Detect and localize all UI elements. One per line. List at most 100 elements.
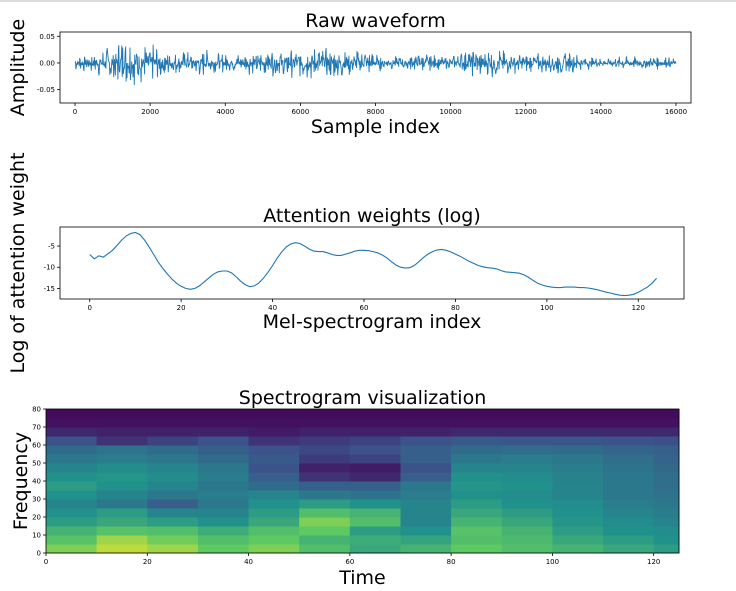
heatmap-cell xyxy=(248,427,300,437)
heatmap-cell xyxy=(653,409,680,419)
axes-frame xyxy=(59,31,692,104)
heatmap-cell xyxy=(603,463,655,473)
heatmap-cell xyxy=(400,481,452,491)
heatmap-cell xyxy=(552,526,604,536)
heatmap-cell xyxy=(96,526,148,536)
heatmap-cell xyxy=(451,472,503,482)
heatmap-cell xyxy=(400,544,452,554)
heatmap-cell xyxy=(197,499,249,509)
heatmap-cell xyxy=(501,544,553,554)
heatmap-cell xyxy=(197,472,249,482)
y-tick-label: 10 xyxy=(32,532,41,540)
heatmap-cell xyxy=(603,517,655,527)
heatmap-cell xyxy=(349,535,401,545)
heatmap-cell xyxy=(603,544,655,554)
y-tick-label: 0.00 xyxy=(39,59,55,67)
x-tick-label: 10000 xyxy=(439,108,461,116)
heatmap-cell xyxy=(501,409,553,419)
heatmap-cell xyxy=(400,508,452,518)
heatmap-cell xyxy=(349,445,401,455)
heatmap-cell xyxy=(197,508,249,518)
heatmap-cell xyxy=(552,436,604,446)
heatmap-cell xyxy=(46,499,98,509)
heatmap-cell xyxy=(400,535,452,545)
heatmap-cell xyxy=(248,490,300,500)
heatmap-cell xyxy=(197,535,249,545)
heatmap-cell xyxy=(552,481,604,491)
heatmap-cell xyxy=(248,463,300,473)
heatmap-cell xyxy=(197,436,249,446)
heatmap-cell xyxy=(299,508,351,518)
x-tick-label: 120 xyxy=(632,304,645,312)
x-tick-label: 0 xyxy=(73,108,77,116)
heatmap-cell xyxy=(603,472,655,482)
y-tick-label: 0 xyxy=(37,550,41,558)
heatmap-cell xyxy=(451,526,503,536)
heatmap-cell xyxy=(197,445,249,455)
heatmap-cell xyxy=(96,481,148,491)
heatmap-cell xyxy=(147,544,199,554)
x-tick-label: 80 xyxy=(447,558,456,566)
heatmap-cell xyxy=(197,490,249,500)
spectrogram-panel: Spectrogram visualization Time Frequency 0 2… xyxy=(10,387,680,589)
heatmap-cell xyxy=(299,454,351,464)
heatmap-cell xyxy=(603,418,655,428)
heatmap-cell xyxy=(501,490,553,500)
heatmap-cell xyxy=(451,427,503,437)
heatmap-cell xyxy=(96,436,148,446)
heatmap-cell xyxy=(400,490,452,500)
heatmap-cell xyxy=(299,436,351,446)
heatmap-cell xyxy=(248,409,300,419)
chart-title: Spectrogram visualization xyxy=(239,387,486,409)
x-tick-label: 8000 xyxy=(367,108,385,116)
heatmap-cell xyxy=(197,418,249,428)
x-axis-label: Sample index xyxy=(311,116,440,138)
heatmap-cell xyxy=(197,463,249,473)
x-tick-label: 40 xyxy=(244,558,253,566)
heatmap-cell xyxy=(299,535,351,545)
heatmap-cell xyxy=(400,517,452,527)
heatmap-cell xyxy=(653,526,680,536)
heatmap-cell xyxy=(147,463,199,473)
heatmap-cell xyxy=(96,499,148,509)
heatmap-cell xyxy=(96,472,148,482)
heatmap-cell xyxy=(400,454,452,464)
heatmap-cell xyxy=(552,517,604,527)
heatmap-cell xyxy=(299,499,351,509)
heatmap-cell xyxy=(147,481,199,491)
heatmap-cell xyxy=(653,418,680,428)
heatmap-cell xyxy=(46,544,98,554)
heatmap-cell xyxy=(349,418,401,428)
heatmap-cell xyxy=(96,409,148,419)
heatmap-cell xyxy=(299,445,351,455)
heatmap-cell xyxy=(349,436,401,446)
heatmap-cell xyxy=(552,544,604,554)
heatmap-cell xyxy=(552,499,604,509)
heatmap-cell xyxy=(147,490,199,500)
heatmap-cell xyxy=(349,499,401,509)
heatmap-cell xyxy=(653,544,680,554)
heatmap-cell xyxy=(299,490,351,500)
heatmap-cell xyxy=(46,418,98,428)
x-axis-label: Mel-spectrogram index xyxy=(263,311,482,333)
heatmap-cell xyxy=(552,535,604,545)
heatmap-cell xyxy=(248,418,300,428)
x-tick-label: 40 xyxy=(268,304,277,312)
heatmap-cell xyxy=(501,427,553,437)
y-tick-label: 60 xyxy=(32,442,41,450)
y-tick-label: 40 xyxy=(32,478,41,486)
heatmap-cell xyxy=(248,499,300,509)
y-tick-label: -0.05 xyxy=(37,86,55,94)
heatmap-cell xyxy=(400,409,452,419)
heatmap-cell xyxy=(451,463,503,473)
y-axis-label: Amplitude xyxy=(7,19,29,116)
heatmap-cell xyxy=(451,481,503,491)
heatmap-cell xyxy=(451,490,503,500)
heatmap-cell xyxy=(46,472,98,482)
heatmap-cell xyxy=(552,418,604,428)
heatmap-cell xyxy=(299,472,351,482)
heatmap-cell xyxy=(451,508,503,518)
heatmap-cell xyxy=(248,526,300,536)
heatmap-cell xyxy=(501,526,553,536)
axes-frame xyxy=(59,226,685,300)
